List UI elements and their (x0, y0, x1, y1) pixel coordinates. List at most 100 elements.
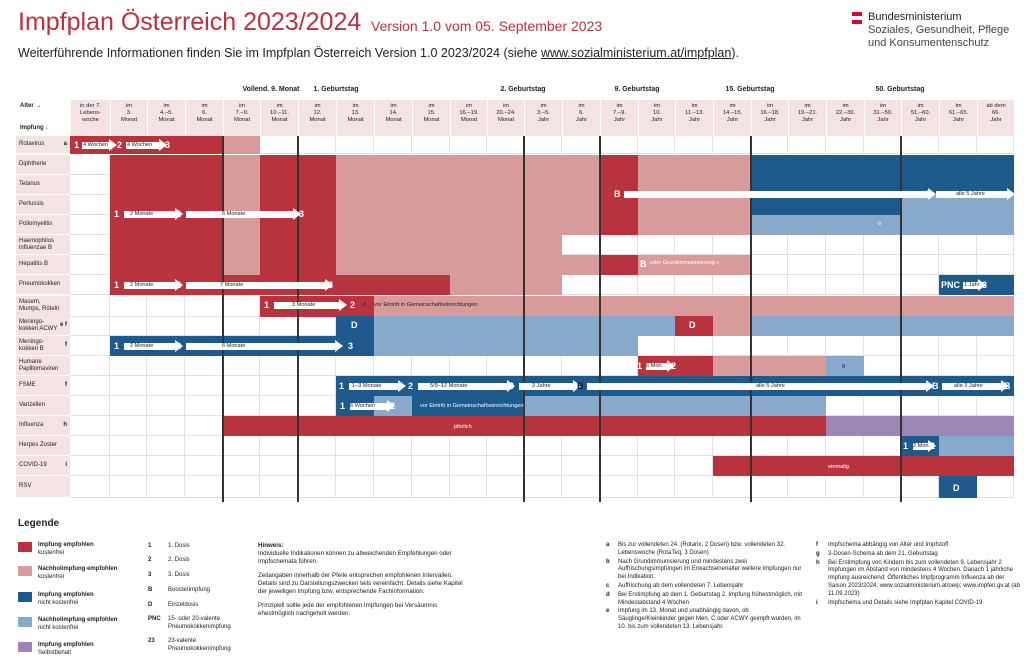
row-label: FSME f (16, 376, 70, 396)
column-header: im 16.–19. Monat (451, 100, 487, 136)
footnote: i Impfschema und Details siehe Impfplan K… (816, 600, 1020, 608)
grid-cell (487, 136, 524, 154)
column-header-line: im (729, 103, 736, 109)
abbreviation-item: 2 2. Dosis (148, 556, 248, 572)
schedule-bar (336, 155, 600, 235)
grid-cell (864, 275, 901, 295)
footnote: b Nach Grundimmunisierung und mindestens … (606, 559, 806, 582)
interval-label: 6 Mon. (646, 363, 664, 369)
grid-cell (70, 175, 110, 195)
alter-axis-label: Alter → (20, 103, 42, 109)
grid-cell (638, 456, 675, 476)
dose-marker: D (689, 320, 696, 330)
grid-cell (70, 215, 110, 235)
footnote-text: Nach Grundimmunisierung und mindestens z… (618, 558, 802, 581)
column-header-line: 14. (389, 110, 398, 116)
row-label: Diphtherie (16, 155, 70, 175)
column-header-line: Jahr (914, 117, 927, 123)
footnote-text: 3-Dosen-Schema ab dem 21. Geburtstag (828, 550, 938, 557)
row-label-text: Poliomyelitis (19, 221, 53, 227)
hinweis-p1: Individuelle Indikationen können zu abwe… (258, 550, 452, 565)
column-header-line: im (390, 103, 397, 109)
column-header-line: Jahr (839, 117, 852, 123)
column-header-line: 10. (652, 110, 662, 116)
interval-arrow (186, 279, 333, 291)
dose-marker: 1 (114, 341, 120, 351)
row-label-text: FSME (19, 382, 36, 388)
grid-cell (298, 136, 336, 154)
grid-cell (600, 436, 638, 456)
row-footnote-ref: e f (59, 322, 67, 328)
grid-cell (939, 336, 977, 356)
schedule-bar (713, 356, 826, 376)
grid-cell (185, 476, 223, 498)
grid-cell (864, 136, 901, 154)
grid-cell (864, 336, 901, 356)
grid-cell (826, 336, 864, 356)
column-header: im 6. Monat (186, 100, 223, 136)
legend-text: Impfung empfohlen nicht kostenfrei (38, 591, 94, 607)
column-header-line: 15. (427, 110, 436, 116)
dose-marker: 2 (176, 209, 182, 219)
legend-text: Impfung empfohlen kostenfrei (38, 541, 94, 557)
grid-cell (713, 476, 751, 498)
column-header-line: Jahr (688, 117, 701, 123)
column-header-line: Monat (423, 117, 440, 123)
abbreviation-value-line: 1. Dosis (168, 543, 190, 549)
column-header-line: Jahr (575, 117, 588, 123)
footnote-key: g (816, 550, 820, 557)
milestone-label: Vollend. 9. Monat (242, 86, 300, 93)
column-header-line: 12. (313, 110, 322, 116)
dose-marker: 1 (114, 280, 120, 290)
row-label: COVID-19 i (16, 456, 70, 476)
grid-cell (939, 235, 977, 255)
interval-label: alle 3 Jahre (954, 383, 983, 389)
column-header-line: im (540, 103, 547, 109)
milestone-divider (900, 136, 902, 502)
grid-cell (223, 376, 260, 396)
grid-cell (374, 136, 412, 154)
grid-cell (638, 235, 675, 255)
column-header: im 13. Monat (337, 100, 374, 136)
column-header-line: Monat (309, 117, 326, 123)
column-header-line: 11.–13. (685, 110, 704, 116)
column-header-line: in der 7. (80, 103, 101, 109)
abbreviation-key: 3 (148, 572, 152, 578)
grid-cell (110, 476, 147, 498)
column-header-line: im (616, 103, 623, 109)
grid-cell (110, 356, 147, 376)
subtitle: Weiterführende Informationen finden Sie … (18, 46, 739, 60)
column-header-line: 3.–5. (537, 110, 550, 116)
legend-text: Nachholimpfung empfohlen kostenfrei (38, 565, 117, 581)
column-header-line: im (465, 103, 473, 109)
grid-cell (939, 356, 977, 376)
grid-cell (298, 456, 336, 476)
grid-cell (901, 336, 939, 356)
column-header-line: 51.–60. (910, 110, 931, 116)
grid-cell (562, 456, 600, 476)
grid-cell (788, 476, 826, 498)
grid-cell (751, 336, 788, 356)
grid-cell (788, 235, 826, 255)
grid-cell (751, 235, 788, 255)
grid-cell (901, 396, 939, 416)
legend-swatch (18, 566, 32, 576)
dose-marker: 1 (340, 401, 346, 411)
impfplan-link[interactable]: www.sozialministerium.at/impfplan (541, 46, 732, 60)
grid-cell (70, 275, 110, 295)
interval-arrow (646, 360, 675, 372)
interval-arrow (963, 279, 986, 291)
grid-cell (110, 456, 147, 476)
column-header-line: im (502, 103, 510, 109)
interval-label: d (363, 302, 367, 308)
column-header-line: im (578, 103, 585, 109)
schedule-bar (336, 255, 638, 275)
grid-cell (487, 456, 524, 476)
schedule-bar (713, 456, 1014, 476)
schedule-bar (713, 316, 751, 336)
column-header-line: 31.–50. (873, 110, 893, 116)
footnote-text: Impfschema und Details siehe Impfplan Ka… (828, 599, 983, 606)
abbreviation-value: 3. Dosis (168, 571, 190, 579)
grid-cell (412, 136, 450, 154)
grid-cell (939, 255, 977, 275)
